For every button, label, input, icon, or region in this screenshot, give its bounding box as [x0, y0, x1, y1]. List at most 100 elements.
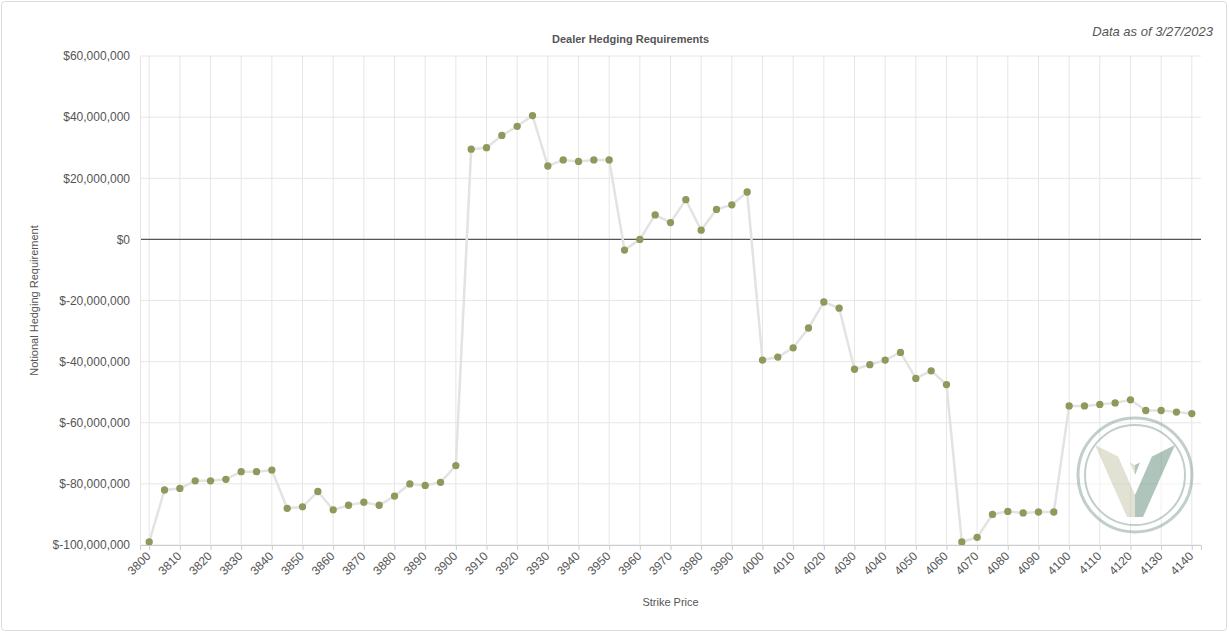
- y-tick-label: $0: [117, 233, 131, 247]
- chart: 3800381038203830384038503860387038803890…: [0, 0, 1229, 635]
- x-tick-label: 4100: [1045, 549, 1074, 578]
- data-point: [544, 162, 551, 169]
- x-tick-label: 3960: [615, 549, 644, 578]
- data-point: [146, 538, 153, 545]
- grid-line-y: [140, 56, 1201, 57]
- data-point: [299, 503, 306, 510]
- data-point: [1081, 402, 1088, 409]
- x-tick-label: 3890: [401, 549, 430, 578]
- logo-shape: [1113, 445, 1157, 495]
- x-tick: 3810: [156, 545, 185, 578]
- x-tick-label: 4060: [922, 549, 951, 578]
- data-point: [836, 304, 843, 311]
- data-point: [422, 482, 429, 489]
- x-tick: 4000: [738, 545, 767, 578]
- logo: [1078, 418, 1192, 532]
- x-tick: 3980: [677, 545, 706, 578]
- x-tick-mark: [149, 545, 150, 550]
- y-tick-label: $60,000,000: [63, 49, 130, 63]
- x-tick-mark: [946, 545, 947, 550]
- x-tick: 3890: [401, 545, 430, 578]
- x-tick: 3830: [217, 545, 246, 578]
- x-tick-mark: [977, 545, 978, 550]
- x-tick-label: 4140: [1167, 549, 1196, 578]
- data-point: [851, 366, 858, 373]
- data-point: [253, 468, 260, 475]
- data-point: [192, 477, 199, 484]
- data-point: [176, 485, 183, 492]
- grid-line-y: [140, 300, 1201, 301]
- x-tick: 4040: [861, 545, 890, 578]
- y-tick-label: $-100,000,000: [53, 538, 131, 552]
- x-tick-label: 3990: [707, 549, 736, 578]
- x-tick: 3870: [339, 545, 368, 578]
- y-tick: $20,000,000: [63, 172, 140, 186]
- x-tick-label: 3930: [523, 549, 552, 578]
- grid-line-y: [140, 422, 1201, 423]
- data-point: [973, 534, 980, 541]
- x-tick-label: 3800: [125, 549, 154, 578]
- x-tick-mark: [885, 545, 886, 550]
- x-tick-mark: [395, 545, 396, 550]
- x-tick: 4060: [922, 545, 951, 578]
- data-point: [284, 505, 291, 512]
- x-tick-mark: [548, 545, 549, 550]
- data-point: [468, 146, 475, 153]
- data-point: [728, 201, 735, 208]
- x-tick-label: 3940: [554, 549, 583, 578]
- data-point: [866, 361, 873, 368]
- data-point: [376, 502, 383, 509]
- x-tick: 4070: [953, 545, 982, 578]
- logo-disc: [1085, 425, 1185, 525]
- data-point: [881, 356, 888, 363]
- data-point: [360, 499, 367, 506]
- x-tick-mark: [272, 545, 273, 550]
- x-tick-mark: [1038, 545, 1039, 550]
- data-point: [1035, 508, 1042, 515]
- x-tick-label: 4040: [861, 549, 890, 578]
- x-tick: 4120: [1106, 545, 1135, 578]
- y-tick-label: $20,000,000: [63, 172, 130, 186]
- y-tick: $40,000,000: [63, 110, 140, 124]
- data-point: [652, 211, 659, 218]
- data-point: [897, 349, 904, 356]
- x-tick: 3880: [370, 545, 399, 578]
- data-point: [575, 158, 582, 165]
- x-tick-mark: [916, 545, 917, 550]
- y-tick: $-80,000,000: [59, 477, 140, 491]
- data-point: [1111, 399, 1118, 406]
- data-point: [406, 480, 413, 487]
- x-tick-mark: [579, 545, 580, 550]
- x-tick: 3940: [554, 545, 583, 578]
- x-tick: 4140: [1167, 545, 1196, 578]
- x-tick-label: 3830: [217, 549, 246, 578]
- data-point: [498, 132, 505, 139]
- x-tick-mark: [1069, 545, 1070, 550]
- data-point: [958, 538, 965, 545]
- data-point: [529, 112, 536, 119]
- x-tick-label: 3880: [370, 549, 399, 578]
- grid-line-y: [140, 361, 1201, 362]
- x-tick: 3850: [278, 545, 307, 578]
- x-tick-label: 3820: [186, 549, 215, 578]
- x-tick: 3900: [431, 545, 460, 578]
- x-tick-mark: [1008, 545, 1009, 550]
- x-tick-label: 4000: [738, 549, 767, 578]
- data-point: [207, 477, 214, 484]
- x-tick: 3920: [493, 545, 522, 578]
- x-tick: 4100: [1045, 545, 1074, 578]
- data-point: [1173, 408, 1180, 415]
- x-tick: 4090: [1014, 545, 1043, 578]
- x-tick-label: 3950: [585, 549, 614, 578]
- data-point: [621, 246, 628, 253]
- annotation: Data as of 3/27/2023: [1092, 24, 1213, 39]
- logo-ring: [1078, 418, 1192, 532]
- x-tick-label: 4090: [1014, 549, 1043, 578]
- x-tick-label: 3870: [339, 549, 368, 578]
- x-tick-mark: [1100, 545, 1101, 550]
- x-tick-label: 4110: [1076, 549, 1104, 577]
- x-tick: 4020: [799, 545, 828, 578]
- x-axis-line: [141, 546, 1202, 551]
- data-point: [345, 502, 352, 509]
- x-tick-mark: [425, 545, 426, 550]
